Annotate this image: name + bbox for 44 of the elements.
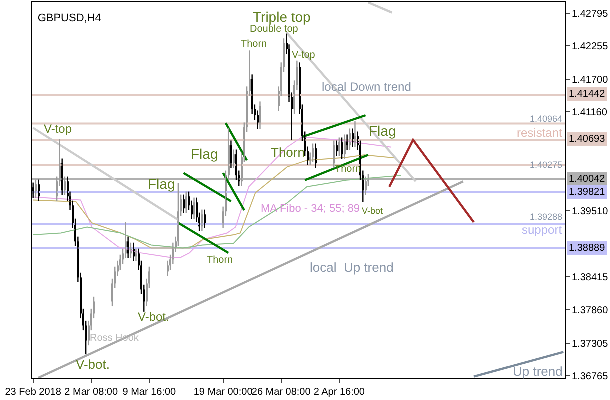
- y-tick-label: 1.36765: [572, 371, 609, 382]
- annotation: Up trend: [513, 364, 563, 379]
- annotation: 1.40275: [530, 160, 563, 170]
- annotation: local Down trend: [322, 80, 412, 94]
- y-tick-label: 1.39510: [572, 206, 609, 218]
- annotation: Thorn: [241, 39, 268, 50]
- annotation: 1.39288: [530, 212, 563, 222]
- annotation: V-top: [44, 122, 72, 136]
- y-tick-label: 1.42255: [572, 42, 609, 53]
- x-tick-label: 23 Feb 2018: [5, 387, 62, 398]
- x-tick-label: 9 Mar 16:00: [122, 387, 177, 398]
- annotation: Thorn: [207, 255, 234, 266]
- annotation: Flag: [369, 123, 396, 139]
- annotation: Triple top: [253, 9, 312, 25]
- line-series: [32, 175, 402, 249]
- annotation: support: [522, 223, 563, 237]
- annotation: V-bot.: [138, 310, 170, 324]
- annotation: Thorn: [271, 145, 305, 160]
- text: GBPUSD,H4: [38, 12, 102, 25]
- x-tick-label: 2 Mar 08:00: [64, 387, 118, 398]
- x-tick-label: 2 Apr 16:00: [314, 387, 366, 398]
- ref-line-label: 1.38889: [569, 243, 606, 254]
- annotation: Flag: [148, 176, 176, 192]
- annotation: 1.40964: [530, 114, 563, 124]
- y-tick-label: 1.38415: [572, 272, 609, 284]
- x-tick-label: 26 Mar 08:00: [252, 387, 312, 398]
- ref-line-label: 1.40693: [569, 134, 606, 145]
- annotation: resistant: [517, 126, 564, 140]
- annotation: Double top: [250, 24, 299, 35]
- annotation: V-bot.: [76, 357, 110, 372]
- annotation: V-top: [292, 50, 316, 61]
- y-tick-label: 1.41700: [572, 74, 609, 86]
- ref-line-label: 1.40042: [569, 174, 606, 185]
- annotation: Flag: [191, 146, 218, 162]
- y-tick-label: 1.37860: [572, 306, 609, 317]
- x-tick-label: 19 Mar 00:00: [194, 387, 254, 398]
- y-tick-label: 1.41160: [572, 107, 608, 118]
- y-tick-label: 1.37305: [572, 338, 609, 350]
- annotation: V-bot: [362, 206, 384, 216]
- y-tick-label: 1.42795: [572, 9, 609, 20]
- ref-line-label: 1.39821: [569, 187, 606, 198]
- ref-line-label: 1.41442: [569, 89, 606, 100]
- annotation: local Up trend: [310, 260, 394, 275]
- annotation: MA Fibo - 34; 55; 89: [261, 203, 360, 215]
